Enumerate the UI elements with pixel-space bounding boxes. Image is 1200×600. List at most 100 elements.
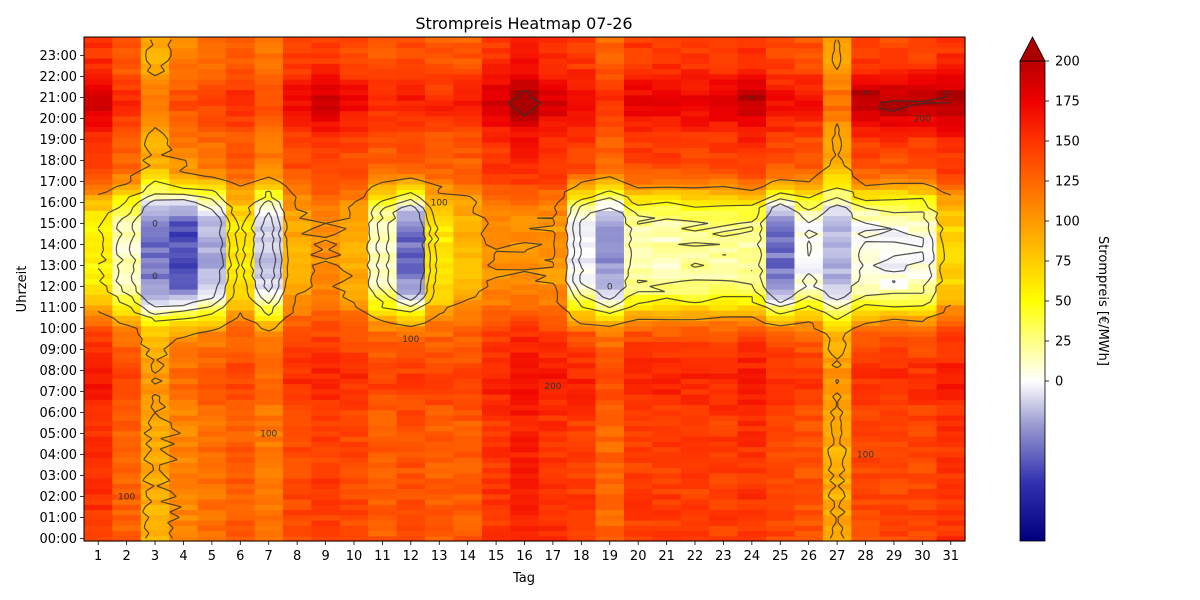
heatmap-cell bbox=[595, 420, 625, 427]
heatmap-cell bbox=[339, 210, 369, 217]
heatmap-cell bbox=[794, 42, 824, 49]
heatmap-cell bbox=[709, 257, 739, 264]
heatmap-cell bbox=[311, 94, 341, 101]
heatmap-cell bbox=[282, 241, 312, 248]
heatmap-cell bbox=[425, 236, 455, 243]
heatmap-cell bbox=[339, 73, 369, 80]
heatmap-cell bbox=[453, 194, 483, 201]
heatmap-cell bbox=[766, 215, 796, 222]
heatmap-cell bbox=[368, 236, 398, 243]
heatmap-cell bbox=[197, 58, 227, 64]
heatmap-cell bbox=[311, 105, 341, 112]
heatmap-cell bbox=[481, 530, 511, 537]
heatmap-cell bbox=[908, 331, 938, 337]
heatmap-cell bbox=[822, 231, 852, 238]
y-tick-label: 10:00 bbox=[40, 322, 77, 337]
heatmap-cell bbox=[851, 294, 881, 301]
heatmap-cell bbox=[879, 142, 909, 148]
heatmap-cell bbox=[851, 535, 881, 542]
heatmap-cell bbox=[453, 205, 483, 211]
contour-level-100 bbox=[97, 39, 952, 539]
heatmap-cell bbox=[908, 504, 938, 511]
heatmap-cell bbox=[822, 331, 852, 337]
heatmap-cell bbox=[112, 325, 142, 332]
heatmap-cell bbox=[510, 58, 540, 64]
heatmap-cell bbox=[254, 52, 284, 59]
heatmap-cell bbox=[425, 425, 455, 432]
heatmap-cell bbox=[822, 425, 852, 432]
heatmap-cell bbox=[112, 420, 142, 427]
heatmap-cell bbox=[936, 462, 966, 469]
colorbar-tick-label: 0 bbox=[1055, 375, 1063, 390]
heatmap-cell bbox=[538, 388, 568, 395]
heatmap-cell bbox=[453, 331, 483, 337]
heatmap-cell bbox=[709, 236, 739, 243]
heatmap-cell bbox=[169, 79, 199, 85]
heatmap-cell bbox=[140, 210, 170, 217]
heatmap-cell bbox=[84, 467, 114, 474]
heatmap-cell bbox=[282, 184, 312, 190]
heatmap-cell bbox=[368, 173, 398, 180]
heatmap-cell bbox=[510, 383, 540, 390]
heatmap-cell bbox=[112, 236, 142, 243]
heatmap-cell bbox=[140, 231, 170, 238]
heatmap-cell bbox=[737, 168, 767, 175]
heatmap-cell bbox=[197, 168, 227, 175]
heatmap-cell bbox=[794, 451, 824, 458]
heatmap-cell bbox=[368, 58, 398, 64]
heatmap-cell bbox=[226, 68, 256, 75]
heatmap-cell bbox=[794, 110, 824, 117]
heatmap-cell bbox=[652, 121, 682, 127]
heatmap-cell bbox=[709, 157, 739, 164]
heatmap-cell bbox=[197, 115, 227, 122]
heatmap-cell bbox=[936, 231, 966, 238]
heatmap-cell bbox=[112, 194, 142, 201]
heatmap-cell bbox=[396, 457, 426, 463]
heatmap-cell bbox=[425, 472, 455, 479]
heatmap-cell bbox=[254, 199, 284, 206]
heatmap-cell bbox=[197, 399, 227, 406]
heatmap-cell bbox=[766, 352, 796, 358]
heatmap-cell bbox=[481, 189, 511, 196]
heatmap-cell bbox=[453, 47, 483, 54]
x-tick-label: 10 bbox=[346, 549, 363, 564]
heatmap-cell bbox=[311, 273, 341, 280]
heatmap-cell bbox=[851, 142, 881, 148]
heatmap-cell bbox=[908, 163, 938, 169]
y-tick-label: 08:00 bbox=[40, 364, 77, 379]
heatmap-cell bbox=[709, 73, 739, 80]
heatmap-cell bbox=[453, 535, 483, 542]
heatmap-cell bbox=[567, 467, 597, 474]
heatmap-cell bbox=[595, 331, 625, 337]
heatmap-cell bbox=[709, 247, 739, 253]
heatmap-cell bbox=[908, 105, 938, 112]
heatmap-cell bbox=[368, 283, 398, 290]
heatmap-cell bbox=[425, 441, 455, 448]
heatmap-cell bbox=[737, 84, 767, 91]
heatmap-cell bbox=[709, 126, 739, 133]
heatmap-cell bbox=[709, 467, 739, 474]
heatmap-cell bbox=[311, 283, 341, 290]
heatmap-cell bbox=[538, 58, 568, 64]
heatmap-cell bbox=[737, 378, 767, 385]
heatmap-cell bbox=[339, 325, 369, 332]
heatmap-cell bbox=[453, 472, 483, 479]
colorbar-extend-arrow bbox=[1019, 36, 1046, 62]
heatmap-cell bbox=[197, 367, 227, 374]
heatmap-cell bbox=[481, 262, 511, 269]
heatmap-cell bbox=[311, 325, 341, 332]
heatmap-cell bbox=[112, 299, 142, 306]
heatmap-cell bbox=[567, 205, 597, 211]
heatmap-cell bbox=[282, 462, 312, 469]
heatmap-cell bbox=[84, 299, 114, 306]
heatmap-cell bbox=[112, 383, 142, 390]
heatmap-cell bbox=[311, 499, 341, 505]
heatmap-cell bbox=[567, 352, 597, 358]
heatmap-cell bbox=[368, 394, 398, 400]
heatmap-cell bbox=[197, 152, 227, 159]
heatmap-cell bbox=[140, 483, 170, 490]
heatmap-cell bbox=[794, 530, 824, 537]
heatmap-cell bbox=[936, 241, 966, 248]
heatmap-cell bbox=[396, 514, 426, 521]
heatmap-cell bbox=[197, 47, 227, 54]
